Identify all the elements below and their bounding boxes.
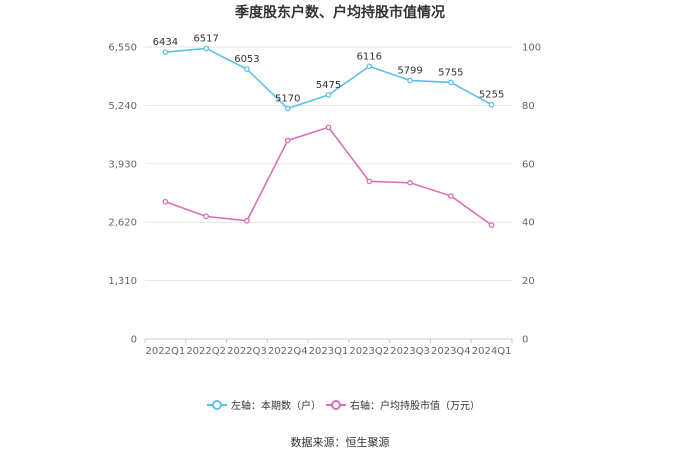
x-axis-tick-label: 2022Q4: [268, 346, 308, 357]
data-point[interactable]: [284, 105, 291, 112]
series-line-left: [165, 47, 492, 110]
legend: 左轴：本期数（户） 右轴：户均持股市值（万元）: [207, 399, 480, 412]
legend-item-left-series[interactable]: 左轴：本期数（户）: [207, 399, 321, 412]
x-axis-tick-label: 2022Q2: [186, 346, 226, 357]
legend-label: 左轴：本期数（户）: [231, 399, 321, 412]
data-point[interactable]: [407, 77, 413, 84]
data-source: 数据来源：恒生聚源: [291, 435, 390, 449]
data-label: 5799: [397, 65, 422, 76]
left-axis-tick-label: 3,930: [108, 159, 137, 170]
data-point[interactable]: [162, 198, 169, 205]
series-layer: 6434 6517 6053 5170 5475 6116 5799 5755 5255: [153, 33, 504, 228]
data-label: 6053: [234, 54, 259, 65]
data-point[interactable]: [366, 63, 373, 70]
data-point[interactable]: [447, 79, 454, 86]
right-axis-tick-label: 60: [522, 159, 535, 170]
left-axis-tick-label: 5,240: [108, 101, 137, 112]
legend-swatch-marker: [212, 400, 222, 410]
right-axis-tick-label: 0: [522, 335, 528, 346]
x-axis-tick-label: 2022Q3: [227, 346, 267, 357]
data-point[interactable]: [366, 178, 373, 185]
x-axis-tick-label: 2022Q1: [146, 346, 186, 357]
data-label: 5755: [438, 67, 463, 78]
right-axis-tick-label: 40: [522, 218, 535, 229]
series-line-right: [165, 126, 493, 226]
data-point[interactable]: [325, 92, 332, 98]
data-point[interactable]: [488, 101, 495, 108]
data-point[interactable]: [284, 137, 291, 144]
data-point[interactable]: [325, 124, 332, 131]
left-axis-tick-label: 6,550: [108, 43, 137, 54]
x-axis-tick-label: 2023Q4: [431, 346, 471, 357]
left-axis-tick-label: 2,620: [108, 218, 137, 229]
legend-item-right-series[interactable]: 右轴：户均持股市值（万元）: [326, 399, 480, 412]
data-label: 5255: [479, 90, 504, 101]
right-axis-tick-label: 100: [522, 43, 541, 54]
data-point[interactable]: [488, 222, 495, 228]
x-axis-tick-label: 2023Q2: [349, 346, 389, 357]
legend-swatch-marker: [331, 400, 341, 410]
data-label: 5475: [316, 80, 341, 91]
data-point[interactable]: [203, 213, 210, 220]
data-point[interactable]: [244, 217, 250, 224]
x-axis-tick-label: 2023Q3: [390, 346, 430, 357]
data-label: 5170: [275, 94, 300, 105]
chart-title: 季度股东户数、户均持股市值情况: [234, 4, 445, 21]
left-axis-tick-label: 1,310: [108, 276, 137, 287]
data-label: 6517: [193, 33, 218, 44]
data-point[interactable]: [407, 179, 413, 186]
data-point[interactable]: [244, 66, 250, 73]
data-label: 6434: [153, 37, 178, 48]
left-axis-tick-label: 0: [131, 335, 137, 346]
x-axis-tick-label: 2023Q1: [309, 346, 349, 357]
right-axis-tick-label: 80: [522, 101, 535, 112]
right-axis-tick-label: 20: [522, 276, 535, 287]
legend-label: 右轴：户均持股市值（万元）: [350, 399, 480, 412]
data-point[interactable]: [162, 49, 169, 56]
axes: 0 1,310 2,620 3,930 5,240 6,550 0 20 40 60 80 100 20…: [108, 43, 541, 358]
data-label: 6116: [357, 51, 382, 62]
data-point[interactable]: [447, 193, 454, 199]
data-point[interactable]: [203, 45, 210, 52]
x-axis-tick-label: 2024Q1: [472, 346, 512, 357]
